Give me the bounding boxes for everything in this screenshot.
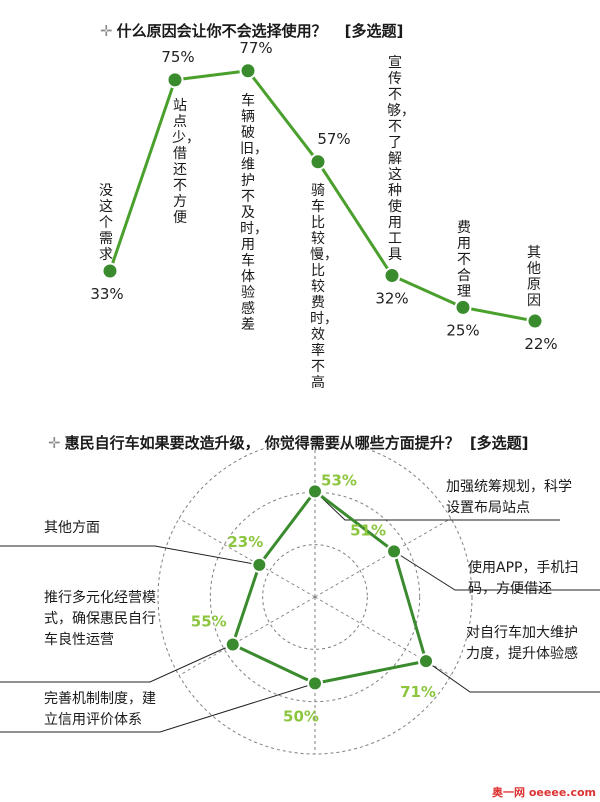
line-category-label: 宣传不够，不了解这种使用工具: [387, 55, 415, 263]
radar-leader-line: [393, 550, 600, 591]
radar-value-label: 55%: [191, 612, 227, 630]
plus-icon: ✛: [48, 434, 61, 452]
line-category-label: 其他原因: [527, 245, 541, 309]
radar-spoke: [178, 596, 316, 676]
radar-spoke: [178, 518, 316, 598]
radar-point: [386, 543, 403, 560]
line-point: [454, 298, 472, 316]
radar-chart-title: ✛ 惠民自行车如果要改造升级， 你觉得需要从哪些方面提升？ [多选题]: [48, 432, 529, 453]
radar-leader-line: [0, 644, 233, 683]
radar-category-label: 其他方面: [44, 520, 100, 536]
line-point: [526, 312, 544, 330]
radar-value-label: 51%: [350, 521, 386, 539]
radar-point: [307, 483, 323, 500]
line-category-label: 费用不合理: [457, 220, 471, 300]
radar-category-label: 使用APP，手机扫码，方便借还: [468, 560, 579, 597]
line-category-label: 没这个需求: [99, 183, 113, 263]
radar-category-label: 对自行车加大维护力度，提升体验感: [466, 625, 578, 662]
radar-category-label: 加强统筹规划，科学设置布局站点: [446, 479, 572, 516]
line-value-label: 25%: [446, 321, 479, 339]
line-value-label: 33%: [90, 285, 123, 303]
line-value-label: 77%: [239, 39, 272, 57]
radar-value-label: 71%: [400, 683, 436, 701]
line-chart: 33% 75% 77% 57% 32% 25% 22%: [90, 39, 557, 353]
line-value-label: 57%: [317, 130, 350, 148]
line-value-label: 32%: [375, 290, 408, 308]
line-point: [101, 262, 119, 280]
radar-category-label: 推行多元化经营模式，确保惠民自行车良性运营: [44, 590, 156, 648]
radar-chart-title-text: 惠民自行车如果要改造升级， 你觉得需要从哪些方面提升？: [64, 434, 460, 452]
radar-value-label: 50%: [283, 707, 319, 725]
line-point: [166, 71, 184, 89]
radar-grid-ring: [262, 544, 368, 650]
radar-point: [307, 675, 323, 692]
radar-chart-title-tag: [多选题]: [469, 434, 529, 452]
radar-point: [418, 653, 435, 670]
line-value-label: 75%: [161, 48, 194, 66]
radar-point: [224, 636, 241, 653]
radar-leader-line: [0, 545, 260, 566]
watermark: 奥一网 oeeee.com: [492, 786, 596, 799]
radar-value-label: 23%: [227, 533, 263, 551]
radar-spoke: [314, 518, 452, 598]
radar-spoke: [314, 596, 452, 676]
line-category-label: 车辆破旧，维护不及时，用车体验感差: [240, 93, 268, 333]
line-category-label: 骑车比较慢，比较费时，效率不高: [310, 183, 338, 391]
line-point: [309, 153, 327, 171]
line-point: [383, 267, 401, 285]
radar-point: [251, 556, 268, 573]
line-chart-title-tag: [多选题]: [344, 22, 404, 40]
line-point: [239, 62, 257, 80]
radar-leader-line: [425, 660, 600, 693]
radar-value-label: 53%: [321, 471, 357, 489]
radar-leader-line: [0, 682, 316, 733]
radar-leader-line: [314, 490, 560, 521]
plus-icon: ✛: [100, 22, 113, 40]
line-chart-title-text: 什么原因会让你不会选择使用？: [116, 22, 327, 40]
line-value-label: 22%: [524, 335, 557, 353]
radar-chart: 53% 51% 71% 50% 55% 23%: [0, 442, 600, 755]
radar-category-label: 完善机制制度，建立信用评价体系: [44, 691, 156, 728]
line-chart-title: ✛ 什么原因会让你不会选择使用？ [多选题]: [100, 20, 403, 41]
line-category-label: 站点少，借还不方便: [172, 98, 200, 226]
